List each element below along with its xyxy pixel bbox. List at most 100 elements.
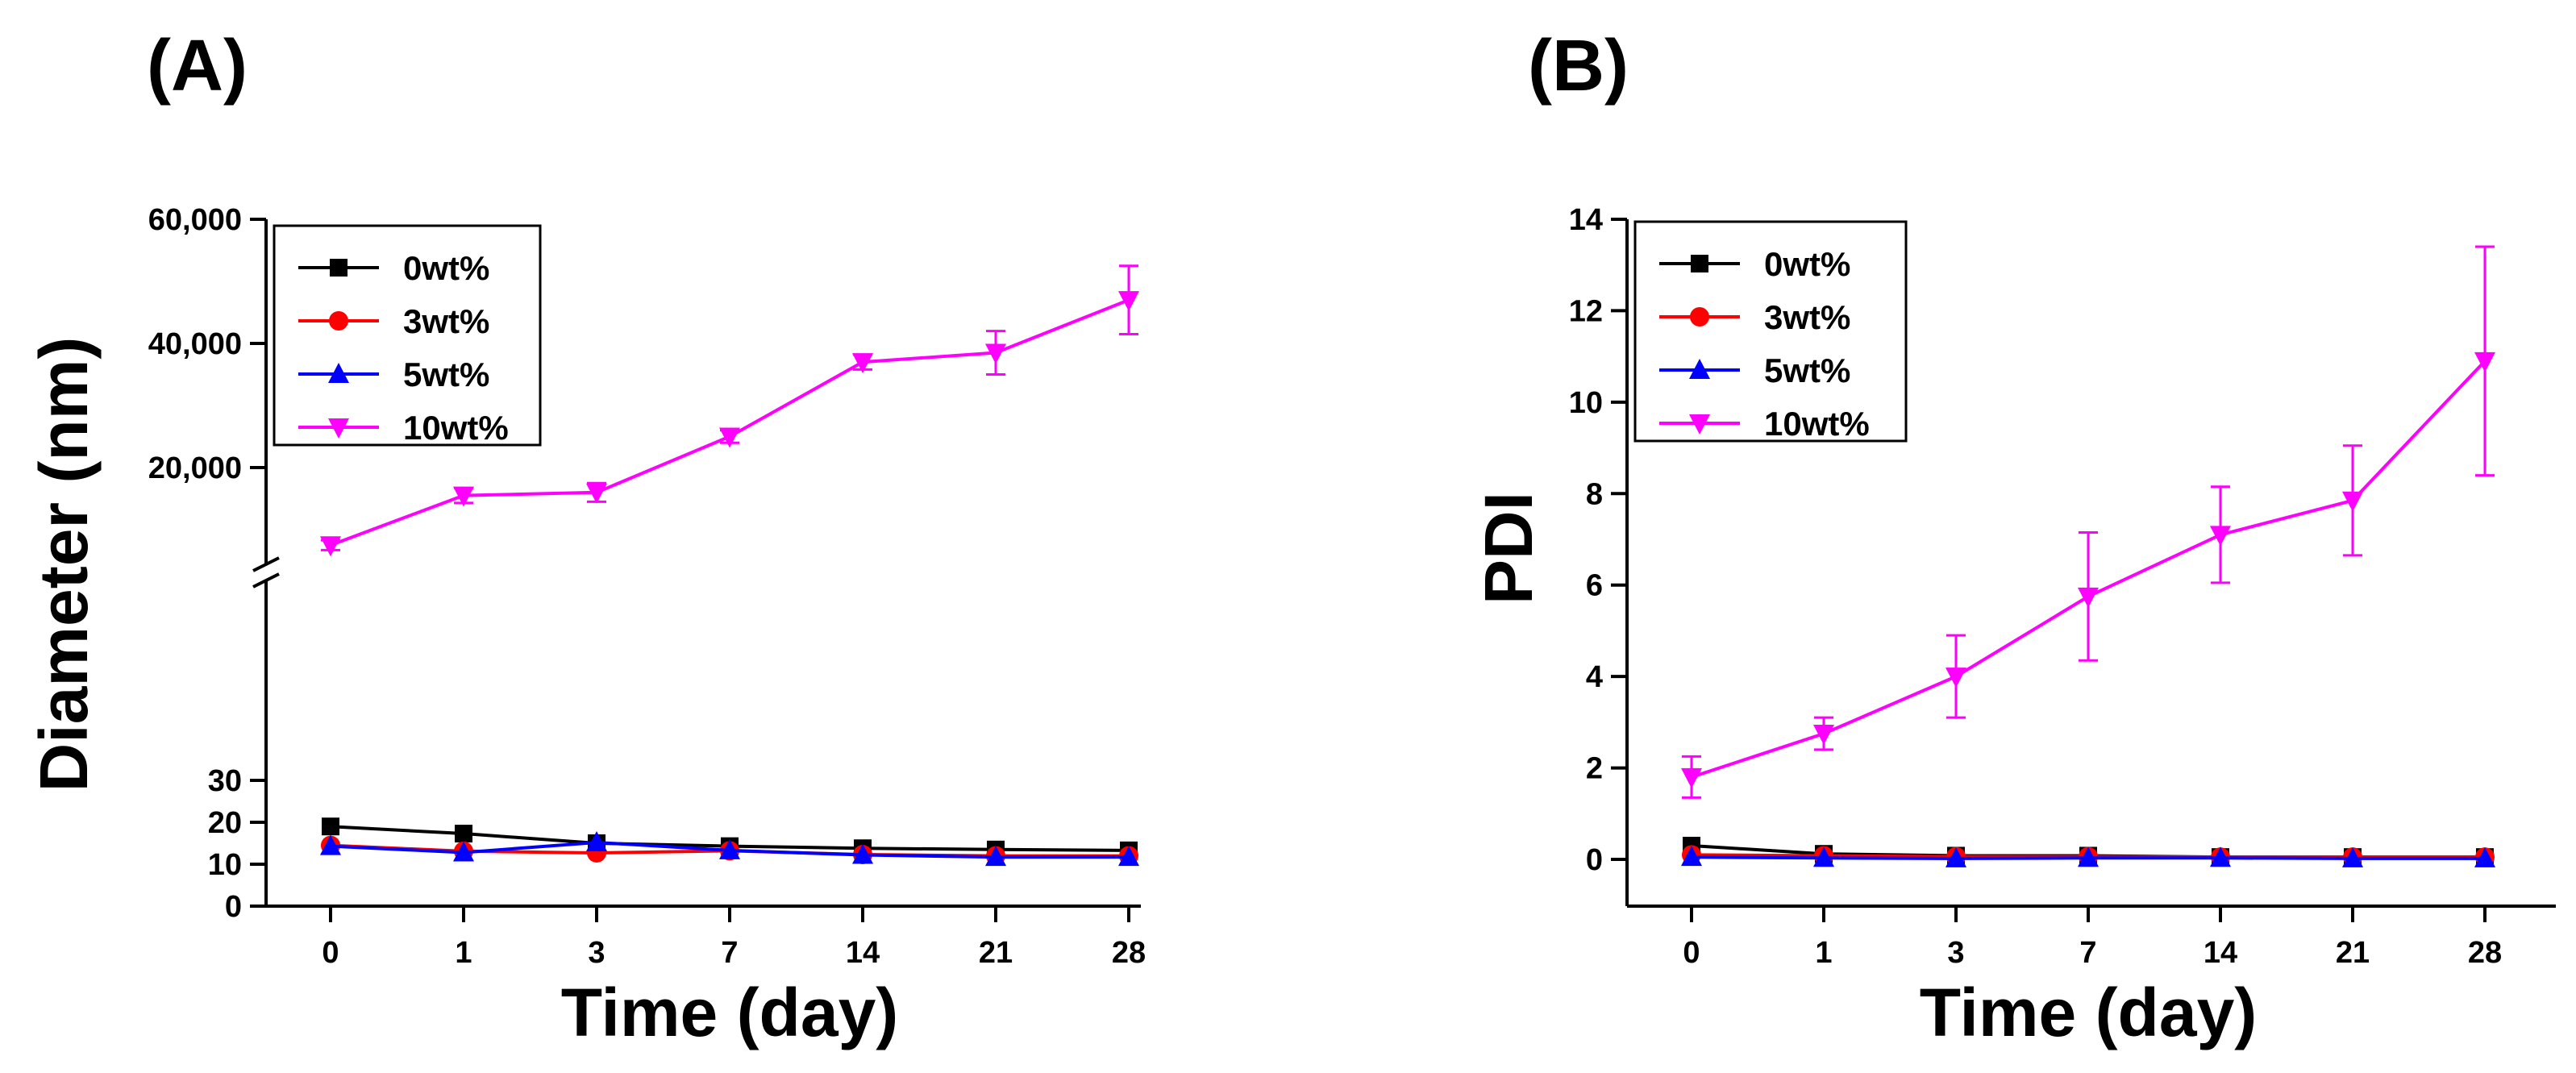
legend-entry: 10wt% <box>298 409 509 447</box>
data-point <box>1946 668 1966 688</box>
legend-box <box>1633 220 1908 443</box>
data-point <box>1118 291 1139 312</box>
legend-entry: 0wt% <box>298 249 489 287</box>
legend-marker <box>330 259 347 277</box>
x-tick-label: 21 <box>2336 936 2370 970</box>
x-tick-label: 0 <box>1683 936 1700 970</box>
data-point <box>985 846 1006 867</box>
data-point <box>2078 846 2099 867</box>
y-tick-label: 20,000 <box>148 451 242 485</box>
data-point <box>453 841 474 862</box>
axis-break-mark <box>252 556 280 572</box>
legend-label: 0wt% <box>1764 245 1850 283</box>
y-tick-label: 12 <box>1569 294 1603 328</box>
series-5wt% <box>320 830 1139 867</box>
panel-label-a: (A) <box>147 26 248 106</box>
x-tick-label: 1 <box>455 936 472 970</box>
legend-entry: 5wt% <box>298 356 489 393</box>
data-point <box>1813 846 1834 867</box>
legend-label: 3wt% <box>1764 298 1850 336</box>
series-10wt% <box>1681 245 2495 799</box>
y-tick-label: 10 <box>1569 386 1603 420</box>
data-point <box>985 343 1006 364</box>
series-5wt% <box>1681 846 2495 867</box>
y-tick-label: 0 <box>225 890 242 924</box>
legend-entry: 3wt% <box>1659 298 1850 336</box>
legend-label: 0wt% <box>403 249 489 287</box>
data-point <box>2210 526 2231 547</box>
series-10wt% <box>320 264 1139 557</box>
data-point <box>453 486 474 507</box>
data-point <box>2474 846 2495 867</box>
x-tick-label: 28 <box>1112 936 1146 970</box>
legend-label: 5wt% <box>403 356 489 393</box>
x-tick-label: 3 <box>1947 936 1964 970</box>
legend-marker <box>1690 307 1709 326</box>
y-axis-title-b: PDI <box>1471 492 1546 605</box>
x-tick-label: 28 <box>2468 936 2502 970</box>
legend-entry: 3wt% <box>298 302 489 340</box>
y-tick-label: 60,000 <box>148 203 242 237</box>
x-tick-label: 1 <box>1815 936 1832 970</box>
legend-entry: 10wt% <box>1659 405 1870 443</box>
axis-break-mark <box>252 572 280 588</box>
legend-entry: 5wt% <box>1659 351 1850 389</box>
pdi-chart: Time (day) PDI 0 1 3 7 14 21 28 0 2 4 6 8 10 12 14 0wt%… <box>1471 203 2556 1050</box>
data-point <box>320 834 341 855</box>
y-tick-label: 14 <box>1569 203 1603 237</box>
data-point <box>2474 351 2495 372</box>
y-tick-label: 6 <box>1586 569 1603 603</box>
legend-marker <box>328 418 349 439</box>
x-axis-title-b: Time (day) <box>1920 975 2258 1050</box>
data-point <box>1946 846 1966 867</box>
data-point <box>2078 587 2099 608</box>
data-point <box>852 353 873 374</box>
legend-box <box>273 224 542 447</box>
legend-label: 3wt% <box>403 302 489 340</box>
legend: 0wt% 3wt% 5wt% 10wt% <box>1633 220 1908 443</box>
panel-label-b: (B) <box>1528 26 1629 106</box>
y-tick-label: 40,000 <box>148 327 242 361</box>
y-tick-label: 4 <box>1586 660 1603 694</box>
legend-label: 10wt% <box>1764 405 1870 443</box>
x-axis-title-a: Time (day) <box>561 975 899 1050</box>
legend-marker <box>329 311 348 331</box>
legend-label: 5wt% <box>1764 351 1850 389</box>
diameter-chart: Time (day) Diameter (nm) 0 1 3 7 14 21 28 0 10 20… <box>26 203 1146 1050</box>
data-point <box>2210 846 2231 867</box>
y-axis-title-a: Diameter (nm) <box>26 337 102 792</box>
x-tick-label: 21 <box>979 936 1013 970</box>
data-point <box>719 427 740 448</box>
legend-label: 10wt% <box>403 409 509 447</box>
legend-marker <box>328 363 349 383</box>
legend-marker <box>1689 414 1710 435</box>
data-point <box>852 843 873 864</box>
x-tick-label: 0 <box>322 936 339 970</box>
y-tick-label: 8 <box>1586 477 1603 511</box>
x-tick-label: 14 <box>2204 936 2237 970</box>
y-tick-label: 10 <box>208 848 242 882</box>
data-point <box>322 817 339 836</box>
y-tick-label: 30 <box>208 764 242 798</box>
x-tick-label: 14 <box>846 936 880 970</box>
x-tick-label: 3 <box>588 936 605 970</box>
y-tick-label: 0 <box>1586 843 1603 877</box>
data-point <box>1118 846 1139 867</box>
x-tick-label: 7 <box>2079 936 2096 970</box>
y-tick-label: 20 <box>208 806 242 840</box>
legend-entry: 0wt% <box>1659 245 1850 283</box>
data-point <box>320 536 341 557</box>
data-point <box>719 838 740 859</box>
data-point <box>1813 725 1834 746</box>
data-point <box>455 825 472 843</box>
data-point <box>1681 767 1702 788</box>
legend: 0wt% 3wt% 5wt% 10wt% <box>273 224 542 447</box>
x-tick-label: 7 <box>721 936 738 970</box>
data-point <box>2342 846 2363 867</box>
data-point <box>2342 491 2363 512</box>
data-point <box>1681 846 1702 867</box>
legend-marker <box>1689 359 1710 379</box>
data-point <box>586 483 607 504</box>
data-point <box>586 830 607 851</box>
